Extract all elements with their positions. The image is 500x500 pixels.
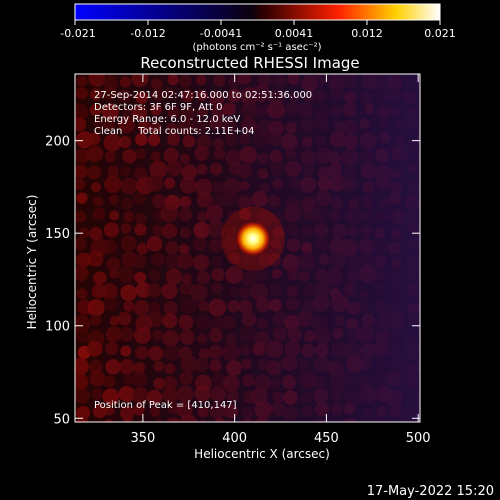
y-axis-label: Heliocentric Y (arcsec) — [25, 195, 39, 330]
background-texture-blob — [419, 378, 420, 386]
x-tick-label: 400 — [222, 431, 247, 446]
colorbar — [74, 3, 441, 21]
source-peak — [235, 220, 272, 257]
background-texture-blob — [423, 180, 434, 191]
colorbar-unit-label: (photons cm⁻² s⁻¹ asec⁻²) — [192, 42, 321, 53]
background-texture-blob — [418, 243, 420, 253]
background-texture-blob — [418, 406, 420, 415]
x-tick-label: 500 — [406, 431, 431, 446]
plot-frame — [74, 73, 421, 423]
info-detectors: Detectors: 3F 6F 9F, Att 0 — [94, 102, 222, 113]
background-texture-blob — [300, 424, 310, 434]
footer-date: 17-May-2022 15:20 — [367, 484, 494, 499]
background-texture-blob — [419, 121, 420, 126]
background-texture-blob — [418, 164, 420, 174]
background-texture-blob — [422, 208, 432, 218]
x-axis-label: Heliocentric X (arcsec) — [194, 447, 330, 461]
background-texture-blob — [419, 229, 420, 233]
x-tick-label: 350 — [130, 431, 155, 446]
colorbar-tick-label: -0.012 — [130, 27, 165, 40]
plot-title: Reconstructed RHESSI Image — [140, 54, 359, 72]
background-texture-blob — [274, 421, 278, 422]
background-texture-blob — [292, 421, 296, 422]
x-tick-label: 450 — [314, 431, 339, 446]
colorbar-tick-label: 0.021 — [424, 27, 456, 40]
y-tick-label: 100 — [45, 320, 70, 335]
background-texture-blob — [421, 253, 437, 269]
colorbar-tick-label: -0.0041 — [200, 27, 242, 40]
colorbar-tick-label: 0.012 — [351, 27, 383, 40]
background-texture-blob — [418, 91, 420, 100]
colorbar-tick-label: -0.021 — [60, 27, 95, 40]
colorbar-ticks — [74, 20, 441, 25]
info-clean-counts: Clean Total counts: 2.11E+04 — [94, 126, 254, 137]
info-time-range: 27-Sep-2014 02:47:16.000 to 02:51:36.000 — [94, 90, 312, 101]
background-texture-blob — [423, 345, 435, 357]
colorbar-tick-label: 0.0041 — [275, 27, 314, 40]
background-texture-blob — [418, 196, 420, 207]
background-texture-blob — [422, 102, 434, 114]
y-tick-label: 200 — [45, 135, 70, 150]
background-texture-blob — [421, 313, 439, 331]
y-tick-label: 150 — [45, 227, 70, 242]
rhessi-image — [75, 74, 439, 434]
info-peak-position: Position of Peak = [410,147] — [94, 400, 237, 411]
y-tick-label: 50 — [53, 412, 70, 427]
y-axis-ticks — [75, 140, 420, 419]
background-texture-blob — [418, 331, 420, 339]
info-energy-range: Energy Range: 6.0 - 12.0 keV — [94, 114, 240, 125]
background-texture-blob — [95, 421, 98, 422]
